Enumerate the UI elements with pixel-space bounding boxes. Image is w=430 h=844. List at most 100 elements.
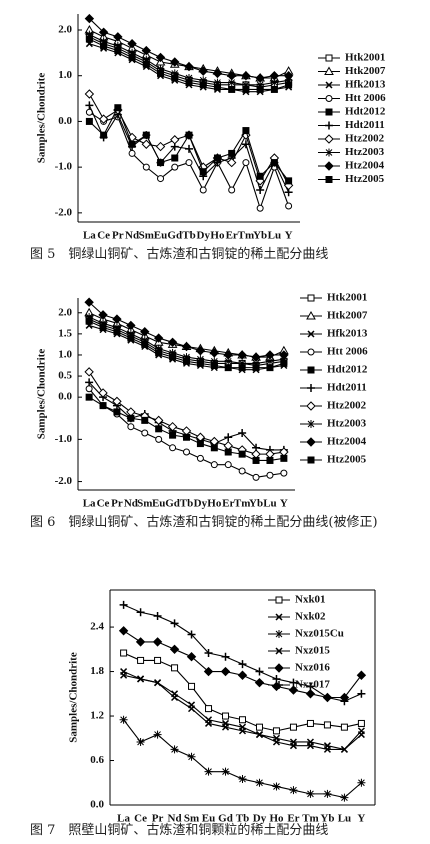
marker bbox=[307, 294, 315, 302]
marker bbox=[251, 449, 261, 459]
x-tick-label: Nd bbox=[124, 498, 138, 510]
y-tick-label: 0.5 bbox=[58, 370, 72, 382]
marker bbox=[274, 663, 284, 673]
x-tick-label: Ho bbox=[207, 498, 222, 510]
x-tick-label: Tm bbox=[238, 230, 255, 242]
marker bbox=[185, 74, 193, 82]
marker bbox=[187, 630, 196, 639]
marker bbox=[255, 667, 264, 676]
marker bbox=[238, 429, 247, 438]
marker bbox=[221, 767, 230, 776]
marker bbox=[270, 85, 278, 93]
marker bbox=[288, 685, 299, 695]
x-tick-label: Nd bbox=[125, 230, 139, 242]
x-tick-label: Er bbox=[226, 230, 238, 242]
marker bbox=[213, 78, 222, 87]
marker bbox=[183, 448, 190, 456]
marker bbox=[98, 114, 109, 124]
marker bbox=[224, 433, 233, 442]
marker bbox=[307, 384, 315, 392]
marker bbox=[213, 154, 221, 162]
marker bbox=[306, 742, 314, 750]
marker bbox=[169, 644, 180, 655]
marker bbox=[238, 450, 246, 458]
legend-label: Nxk01 bbox=[295, 594, 326, 606]
marker bbox=[181, 341, 192, 352]
y-tick-label: 1.5 bbox=[58, 327, 72, 339]
legend-label: Hdt2012 bbox=[345, 106, 386, 118]
marker bbox=[135, 637, 146, 647]
marker bbox=[209, 348, 220, 358]
x-tick-label: Y bbox=[357, 813, 365, 825]
marker bbox=[237, 670, 248, 680]
marker bbox=[85, 312, 94, 321]
x-tick-label: Y bbox=[285, 230, 293, 242]
marker bbox=[153, 730, 162, 739]
marker bbox=[84, 89, 95, 99]
marker bbox=[340, 723, 348, 731]
x-tick-label: Pr bbox=[111, 498, 123, 510]
marker bbox=[142, 131, 150, 139]
marker bbox=[325, 176, 333, 183]
x-tick-label: Sm bbox=[184, 813, 199, 825]
marker bbox=[241, 80, 250, 89]
legend-label: Htz2004 bbox=[345, 160, 385, 172]
y-tick-label: 0.0 bbox=[58, 115, 72, 127]
marker bbox=[113, 42, 122, 50]
marker bbox=[140, 336, 149, 345]
marker bbox=[212, 68, 223, 79]
marker bbox=[141, 139, 152, 149]
marker bbox=[325, 81, 333, 89]
marker bbox=[167, 421, 178, 432]
marker bbox=[340, 697, 349, 706]
marker bbox=[323, 693, 332, 702]
marker bbox=[275, 647, 283, 655]
marker bbox=[307, 420, 315, 428]
marker bbox=[255, 731, 264, 739]
x-tick-label: Ho bbox=[210, 230, 225, 242]
marker bbox=[98, 27, 109, 37]
marker bbox=[223, 350, 233, 360]
marker bbox=[224, 461, 232, 469]
marker bbox=[141, 416, 149, 424]
marker bbox=[182, 353, 191, 362]
x-tick-label: Eu bbox=[152, 498, 165, 510]
y-tick-label: 1.0 bbox=[58, 348, 72, 360]
marker bbox=[169, 444, 177, 452]
x-tick-label: Dy bbox=[253, 813, 267, 825]
marker bbox=[357, 778, 366, 787]
marker bbox=[126, 329, 135, 338]
marker bbox=[252, 359, 261, 368]
y-tick-label: 1.8 bbox=[90, 665, 104, 677]
legend-label: Htz2004 bbox=[327, 436, 367, 448]
marker bbox=[306, 401, 316, 411]
marker bbox=[199, 186, 207, 194]
marker bbox=[275, 630, 283, 638]
x-tick-label: Ce bbox=[97, 498, 110, 510]
marker bbox=[307, 456, 315, 464]
y-tick-label: 1.0 bbox=[58, 69, 72, 81]
marker bbox=[223, 440, 233, 451]
marker bbox=[154, 679, 162, 687]
x-tick-label: Yb bbox=[320, 813, 334, 825]
marker bbox=[188, 682, 196, 690]
marker bbox=[340, 745, 348, 753]
marker bbox=[325, 95, 333, 102]
legend-label: Nxz017 bbox=[295, 679, 330, 691]
marker bbox=[265, 357, 274, 366]
marker bbox=[112, 314, 122, 324]
legend-label: Htz2005 bbox=[345, 173, 385, 185]
marker bbox=[280, 469, 288, 477]
marker bbox=[226, 71, 237, 81]
x-tick-label: Lu bbox=[338, 813, 351, 825]
marker bbox=[226, 157, 237, 168]
caption: 图 6 铜绿山铜矿、古炼渣和古铜锭的稀土配分曲线(被修正) bbox=[30, 515, 378, 530]
y-axis-label: Samples/Chondrite bbox=[36, 73, 48, 164]
marker bbox=[141, 429, 149, 437]
marker bbox=[127, 414, 135, 422]
marker bbox=[99, 402, 107, 410]
marker bbox=[242, 159, 250, 167]
marker bbox=[324, 134, 334, 144]
marker bbox=[137, 656, 145, 664]
